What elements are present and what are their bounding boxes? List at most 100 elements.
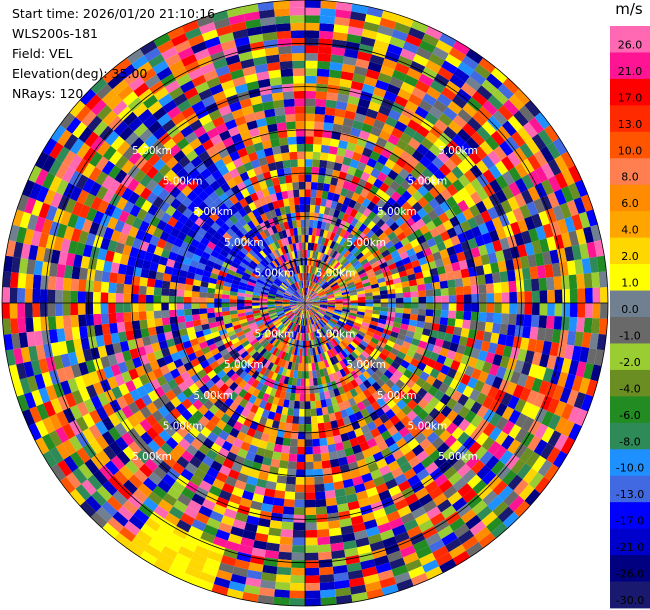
velocity-cell (206, 338, 215, 347)
velocity-cell (264, 402, 273, 412)
velocity-cell (278, 264, 285, 273)
colorbar-segment (610, 78, 650, 106)
velocity-cell (213, 197, 224, 208)
velocity-cell (278, 544, 293, 553)
velocity-cell (306, 310, 309, 318)
colorbar-tick-label: -8.0 (619, 435, 640, 448)
velocity-cell (492, 89, 509, 105)
velocity-cell (505, 258, 515, 271)
velocity-cell (294, 250, 298, 259)
velocity-cell (260, 239, 268, 248)
velocity-cell (85, 291, 94, 303)
velocity-cell (497, 104, 514, 121)
velocity-cell (381, 496, 395, 509)
velocity-cell (309, 393, 316, 402)
velocity-cell (263, 331, 272, 339)
velocity-cell (312, 299, 320, 302)
velocity-cell (276, 266, 283, 274)
colorbar-tick-label: -21.0 (616, 541, 644, 554)
velocity-cell (393, 317, 403, 324)
velocity-cell (335, 303, 343, 305)
velocity-cell (419, 224, 430, 235)
velocity-cell (184, 308, 192, 316)
velocity-cell (554, 289, 563, 303)
velocity-cell (100, 355, 111, 369)
velocity-cell (254, 254, 263, 263)
velocity-cell (272, 380, 280, 390)
velocity-cell (322, 367, 329, 377)
velocity-cell (298, 303, 305, 308)
velocity-cell (369, 279, 379, 286)
velocity-cell (307, 288, 310, 296)
velocity-cell (313, 136, 323, 145)
velocity-cell (216, 369, 227, 379)
velocity-cell (331, 250, 338, 259)
velocity-cell (289, 330, 295, 339)
velocity-cell (298, 303, 305, 307)
velocity-cell (273, 0, 290, 10)
velocity-cell (326, 215, 334, 224)
velocity-cell (453, 67, 470, 83)
velocity-cell (301, 303, 305, 310)
velocity-cell (100, 313, 110, 325)
velocity-cell (305, 545, 319, 553)
velocity-cell (542, 340, 552, 355)
velocity-cell (230, 68, 245, 80)
velocity-cell (600, 303, 608, 319)
velocity-cell (223, 86, 238, 98)
velocity-cell (340, 204, 349, 213)
velocity-cell (348, 134, 359, 145)
velocity-cell (180, 512, 195, 526)
velocity-cell (41, 371, 53, 388)
velocity-cell (378, 105, 392, 117)
velocity-cell (119, 126, 134, 141)
velocity-cell (50, 192, 63, 208)
velocity-cell (381, 266, 390, 274)
velocity-cell (184, 27, 202, 40)
velocity-cell (193, 450, 206, 462)
velocity-cell (554, 189, 567, 206)
velocity-cell (256, 364, 264, 373)
velocity-cell (299, 265, 302, 274)
velocity-cell (560, 151, 575, 169)
velocity-cell (334, 185, 343, 195)
velocity-cell (469, 204, 481, 217)
velocity-cell (200, 62, 216, 75)
velocity-cell (389, 267, 399, 275)
velocity-cell (339, 360, 347, 369)
velocity-cell (425, 220, 437, 231)
velocity-cell (454, 318, 464, 328)
velocity-cell (11, 256, 21, 273)
velocity-cell (260, 384, 268, 393)
velocity-cell (234, 455, 246, 466)
velocity-cell (282, 298, 291, 301)
velocity-cell (197, 227, 207, 237)
velocity-cell (380, 222, 390, 232)
velocity-cell (320, 360, 327, 369)
velocity-cell (487, 495, 504, 512)
velocity-cell (222, 136, 235, 148)
velocity-cell (389, 331, 399, 339)
velocity-cell (335, 101, 348, 111)
velocity-cell (101, 323, 111, 335)
velocity-cell (232, 28, 249, 40)
velocity-cell (41, 155, 56, 173)
velocity-cell (330, 269, 338, 277)
velocity-cell (267, 123, 278, 133)
velocity-cell (162, 99, 178, 113)
velocity-cell (452, 114, 468, 129)
velocity-cell (284, 491, 296, 500)
velocity-cell (366, 421, 377, 432)
velocity-cell (228, 333, 238, 341)
velocity-cell (531, 314, 540, 328)
velocity-cell (293, 514, 305, 523)
velocity-cell (314, 362, 320, 371)
velocity-cell (500, 313, 510, 325)
velocity-cell (114, 242, 125, 254)
velocity-cell (527, 435, 542, 452)
velocity-cell (282, 437, 291, 447)
velocity-cell (411, 259, 421, 268)
velocity-cell (517, 348, 528, 362)
velocity-cell (45, 205, 58, 222)
velocity-cell (401, 318, 410, 325)
